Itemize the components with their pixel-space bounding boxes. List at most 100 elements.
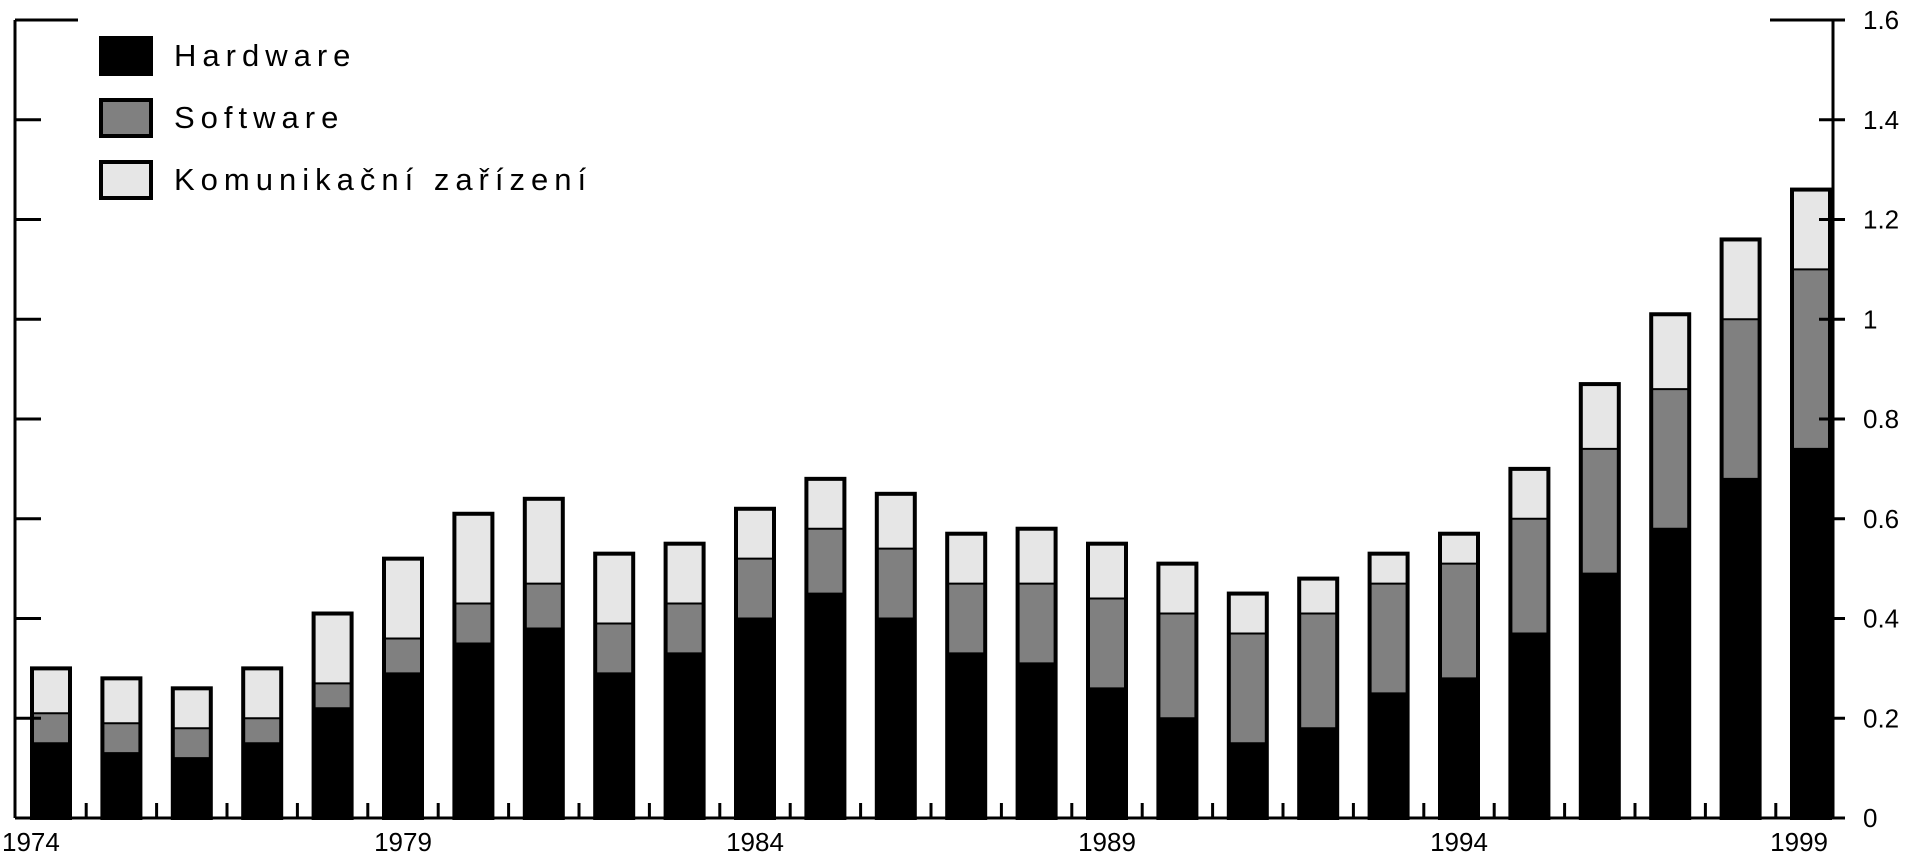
bar-segment-3-1980: [454, 513, 493, 604]
bar-segment-1-1978: [313, 708, 352, 818]
bar-segment-1-1983: [665, 653, 704, 818]
bar-segment-2-1983: [665, 603, 704, 654]
legend-label-1: Hardware: [174, 38, 356, 73]
bar-segment-2-1990: [1158, 613, 1197, 719]
bar-segment-1-1979: [384, 673, 422, 818]
bar-segment-2-1991: [1228, 633, 1267, 744]
bar-segment-2-1976: [172, 728, 211, 759]
bar-segment-3-1998: [1721, 239, 1760, 320]
bar-segment-1-1998: [1721, 478, 1760, 818]
y-tick-label-0.2: 0.2: [1863, 703, 1899, 733]
bar-group-1976: [170, 686, 213, 821]
bar-segment-1-1990: [1158, 718, 1197, 818]
bar-segment-3-1985: [806, 478, 845, 529]
bar-segment-1-1977: [243, 743, 282, 818]
bar-segment-1-1996: [1580, 573, 1619, 818]
bar-group-1989: [1086, 541, 1128, 820]
bar-group-1977: [241, 666, 284, 820]
bar-segment-1-1975: [102, 753, 141, 818]
bar-segment-1-1997: [1651, 528, 1690, 818]
legend-label-2: Software: [174, 100, 344, 135]
bar-group-1997: [1649, 312, 1692, 820]
bar-segment-1-1991: [1228, 743, 1267, 818]
bar-group-1984: [734, 506, 776, 820]
y-tick-label-0: 0: [1863, 803, 1877, 833]
bar-segment-1-1995: [1510, 633, 1549, 818]
y-tick-label-0.6: 0.6: [1863, 504, 1899, 534]
bar-segment-2-1981: [524, 583, 563, 629]
bar-segment-1-1986: [876, 618, 915, 818]
bar-group-1999: [1790, 187, 1832, 820]
bar-segment-1-1988: [1017, 663, 1056, 818]
bar-segment-1-1985: [806, 593, 845, 818]
bar-segment-1-1994: [1440, 678, 1478, 818]
bar-segment-1-1981: [524, 628, 563, 818]
y-tick-label-0.4: 0.4: [1863, 604, 1899, 634]
bar-segment-2-1982: [595, 623, 634, 674]
bar-segment-3-1991: [1228, 593, 1267, 634]
legend-swatch-3: [99, 160, 153, 200]
x-tick-label-1974: 1974: [2, 827, 60, 853]
bar-segment-2-1986: [876, 548, 915, 619]
bar-group-1991: [1226, 591, 1269, 820]
bar-segment-3-1993: [1369, 553, 1408, 584]
bar-segment-1-1987: [947, 653, 986, 818]
bar-group-1998: [1719, 237, 1762, 820]
bar-segment-2-1993: [1369, 583, 1408, 694]
bar-segment-2-1987: [947, 583, 986, 654]
bar-segment-2-1995: [1510, 518, 1549, 634]
bar-segment-3-1984: [736, 508, 774, 559]
bar-segment-3-1982: [595, 553, 634, 624]
axes-layer: 0 0.2 0.4 0.6 0.8 1 1.2 1.4 1.6 1974 1979 1984 1989 1…: [2, 5, 1899, 853]
bar-segment-2-1985: [806, 528, 845, 594]
bar-segment-3-1988: [1017, 528, 1056, 584]
bar-group-1975: [100, 676, 143, 820]
legend-swatch-1: [99, 36, 153, 76]
bar-group-1996: [1578, 382, 1621, 820]
bar-segment-1-1976: [172, 758, 211, 818]
bar-group-1974: [30, 666, 72, 820]
bar-group-1990: [1156, 561, 1199, 821]
bar-group-1979: [382, 556, 424, 821]
bar-segment-3-1995: [1510, 468, 1549, 519]
bar-segment-2-1988: [1017, 583, 1056, 664]
bar-segment-1-1992: [1299, 728, 1338, 818]
bar-segment-3-1983: [665, 543, 704, 604]
bar-segment-3-1977: [243, 668, 282, 719]
bar-segment-1-1993: [1369, 693, 1408, 818]
y-tick-label-1: 1: [1863, 304, 1877, 334]
bar-segment-2-1980: [454, 603, 493, 644]
bar-segment-3-1986: [876, 493, 915, 549]
bar-segment-1-1974: [32, 743, 70, 818]
bar-segment-2-1998: [1721, 319, 1760, 479]
bar-segment-2-1984: [736, 558, 774, 619]
bar-group-1986: [874, 491, 917, 820]
bar-segment-3-1978: [313, 613, 352, 684]
bar-segment-3-1974: [32, 668, 70, 714]
bar-segment-2-1999: [1792, 269, 1830, 449]
bar-segment-2-1997: [1651, 389, 1690, 529]
bar-segment-3-1979: [384, 558, 422, 639]
bar-segment-1-1989: [1088, 688, 1126, 818]
bar-segment-1-1982: [595, 673, 634, 818]
bar-group-1981: [522, 496, 565, 820]
bar-segment-2-1977: [243, 718, 282, 744]
y-tick-label-1.4: 1.4: [1863, 105, 1899, 135]
legend-label-3: Komunikační zařízení: [174, 162, 592, 197]
bar-group-1994: [1438, 531, 1480, 821]
bar-segment-3-1996: [1580, 384, 1619, 449]
bar-group-1980: [452, 511, 495, 820]
bar-segment-1-1980: [454, 643, 493, 818]
bar-group-1987: [945, 531, 988, 821]
bar-group-1988: [1015, 526, 1058, 820]
x-tick-label-1989: 1989: [1078, 827, 1136, 853]
bar-segment-1-1999: [1792, 448, 1830, 818]
bar-segment-2-1975: [102, 723, 141, 754]
bar-segment-2-1994: [1440, 563, 1478, 679]
bar-segment-2-1992: [1299, 613, 1338, 729]
bar-segment-2-1979: [384, 638, 422, 674]
bar-segment-3-1992: [1299, 578, 1338, 614]
x-tick-label-1994: 1994: [1430, 827, 1488, 853]
